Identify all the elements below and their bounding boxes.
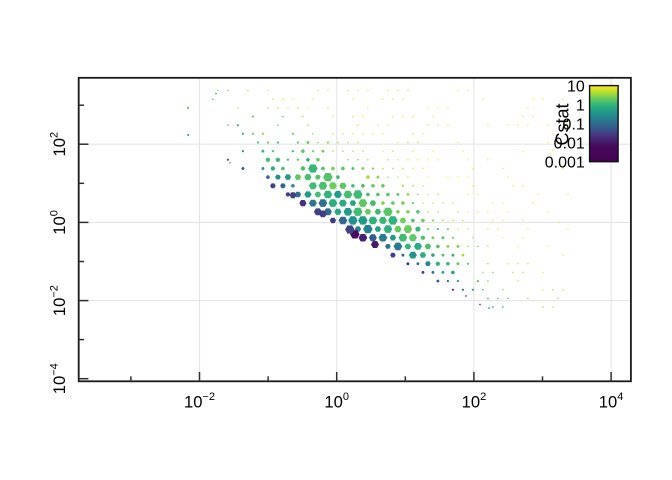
svg-text:102: 102 <box>462 391 487 412</box>
svg-text:0.001: 0.001 <box>545 155 585 172</box>
svg-text:100: 100 <box>48 210 69 235</box>
svg-text:100: 100 <box>324 391 349 412</box>
svg-text:0.1: 0.1 <box>563 116 585 133</box>
svg-text:1: 1 <box>576 97 585 114</box>
svg-text:10: 10 <box>567 78 585 95</box>
svg-text:Cstat: Cstat <box>553 103 573 145</box>
svg-text:0.01: 0.01 <box>554 136 585 153</box>
svg-text:104: 104 <box>599 391 624 412</box>
svg-text:102: 102 <box>48 132 69 157</box>
